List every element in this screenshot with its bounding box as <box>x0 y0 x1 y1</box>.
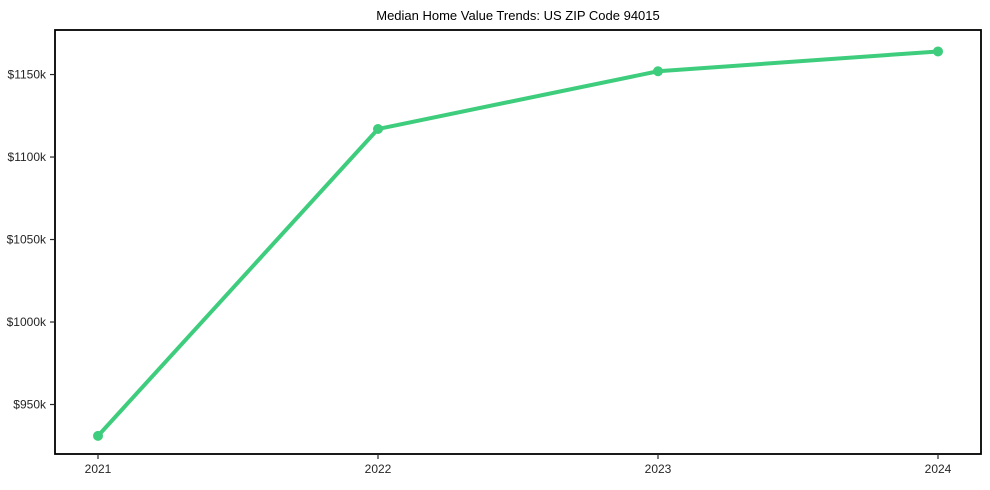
y-tick-label: $950k <box>13 398 47 412</box>
y-tick-label: $1050k <box>7 233 47 247</box>
data-point <box>373 123 383 134</box>
chart-title: Median Home Value Trends: US ZIP Code 94… <box>376 8 660 23</box>
x-tick-label: 2021 <box>85 462 112 476</box>
data-point <box>933 46 943 57</box>
x-tick-label: 2023 <box>645 462 672 476</box>
x-tick-label: 2024 <box>925 462 952 476</box>
trend-line <box>96 49 940 438</box>
plot-frame <box>54 29 982 455</box>
data-point <box>653 66 663 77</box>
y-tick-label: $1100k <box>8 150 47 164</box>
y-tick-label: $1000k <box>7 315 47 329</box>
data-point <box>93 430 103 441</box>
y-tick-label: $1150k <box>8 68 47 82</box>
x-tick-label: 2022 <box>365 462 392 476</box>
